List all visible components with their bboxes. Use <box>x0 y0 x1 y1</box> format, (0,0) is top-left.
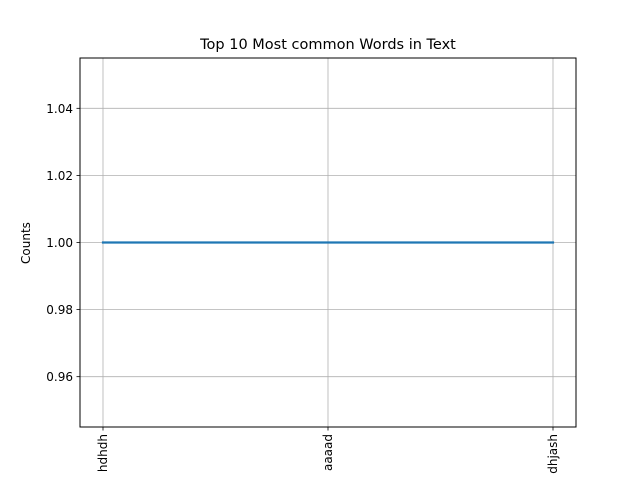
chart-title: Top 10 Most common Words in Text <box>199 37 456 53</box>
x-axis: hdhdh aaaad dhjash <box>96 427 560 474</box>
y-tick-label: 1.02 <box>46 169 73 183</box>
y-axis: 0.96 0.98 1.00 1.02 1.04 <box>46 102 80 384</box>
x-tick-label: dhjash <box>546 434 560 474</box>
y-tick-label: 0.98 <box>46 303 73 317</box>
x-tick-label: aaaad <box>321 434 335 471</box>
y-axis-label: Counts <box>19 222 33 264</box>
y-tick-label: 1.04 <box>46 102 73 116</box>
x-tick-label: hdhdh <box>96 434 110 472</box>
y-tick-label: 1.00 <box>46 236 73 250</box>
y-tick-label: 0.96 <box>46 370 73 384</box>
